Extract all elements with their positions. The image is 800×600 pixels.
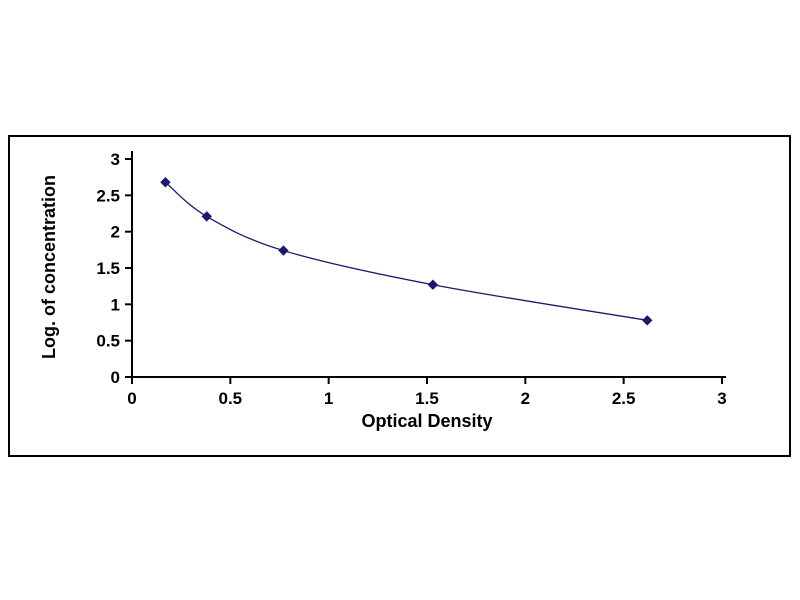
x-tick-label: 2 xyxy=(521,389,530,408)
x-tick-label: 3 xyxy=(717,389,726,408)
y-tick-label: 0 xyxy=(111,368,120,387)
data-point-marker xyxy=(427,279,439,290)
y-axis-label: Log. of concentration xyxy=(39,175,59,359)
data-point-marker xyxy=(201,211,212,222)
data-point-marker xyxy=(642,315,653,326)
axis-ticks: 0 0.5 1 1.5 2 2.5 3 0 0.5 1 1.5 2 2.5 3 xyxy=(96,150,726,408)
y-tick-label: 2.5 xyxy=(96,186,120,205)
x-axis-label: Optical Density xyxy=(361,411,492,431)
data-series xyxy=(160,177,653,326)
x-tick-label: 1 xyxy=(324,389,333,408)
x-tick-label: 0 xyxy=(127,389,136,408)
standard-curve-chart: 0 0.5 1 1.5 2 2.5 3 0 0.5 1 1.5 2 2.5 3 Optical Densi… xyxy=(39,150,727,431)
axes xyxy=(131,151,726,378)
y-tick-label: 3 xyxy=(111,150,120,169)
data-point-marker xyxy=(160,177,171,188)
x-tick-label: 1.5 xyxy=(415,389,439,408)
y-tick-label: 1.5 xyxy=(96,259,120,278)
x-tick-label: 0.5 xyxy=(219,389,243,408)
y-tick-label: 0.5 xyxy=(96,332,120,351)
data-point-marker xyxy=(278,245,289,256)
curve-line xyxy=(165,181,648,321)
y-tick-label: 1 xyxy=(111,295,120,314)
y-tick-label: 2 xyxy=(111,223,120,242)
x-tick-label: 2.5 xyxy=(612,389,636,408)
chart-panel: 0 0.5 1 1.5 2 2.5 3 0 0.5 1 1.5 2 2.5 3 Optical Densi… xyxy=(8,135,791,457)
